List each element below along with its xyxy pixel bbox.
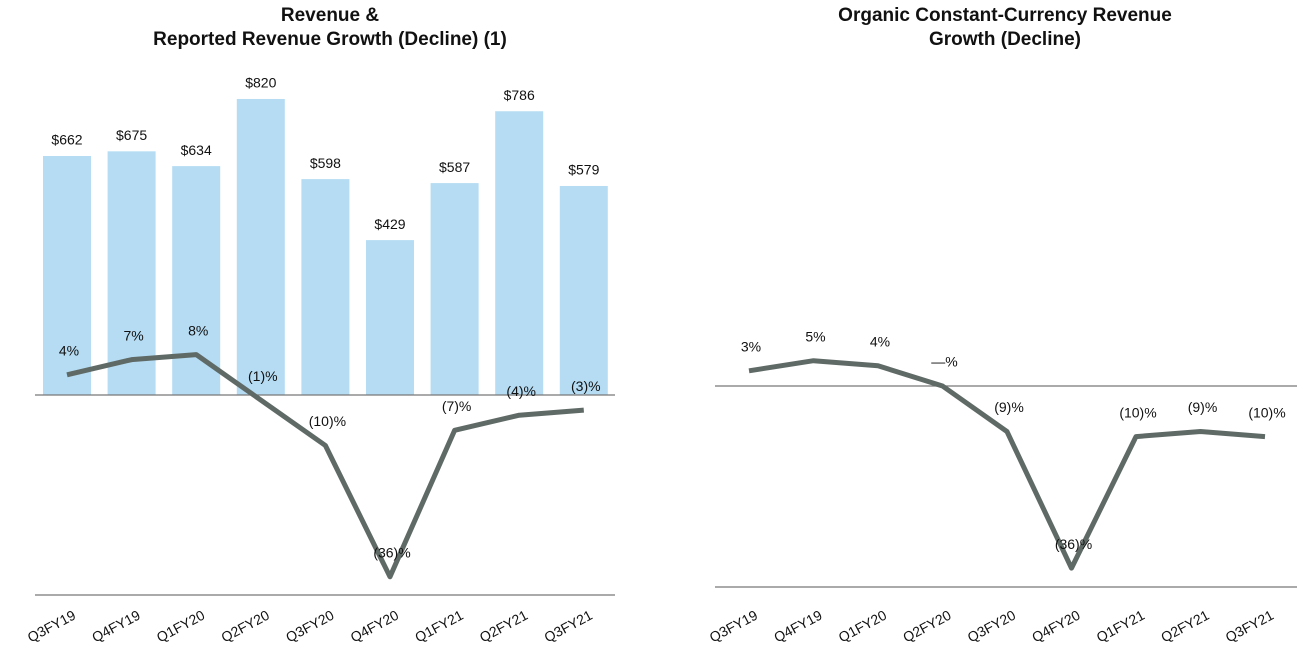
x-tick-label: Q2FY21 <box>477 607 531 646</box>
bar <box>301 179 350 395</box>
bar-value-label: $429 <box>374 216 405 232</box>
line-value-label: (4)% <box>506 383 536 399</box>
x-tick-label: Q3FY19 <box>25 607 79 646</box>
bar-value-label: $634 <box>181 142 212 158</box>
x-tick-label: Q3FY19 <box>707 607 761 646</box>
bar-value-label: $579 <box>568 162 599 178</box>
x-tick-label: Q1FY21 <box>412 607 466 646</box>
bar <box>366 240 414 395</box>
line-value-label: 5% <box>805 328 825 344</box>
bar <box>43 156 91 395</box>
x-tick-label: Q1FY20 <box>836 607 890 646</box>
x-tick-label: Q1FY21 <box>1094 607 1148 646</box>
bar-value-label: $786 <box>504 87 535 103</box>
bar-value-label: $598 <box>310 155 341 171</box>
x-tick-label: Q2FY21 <box>1158 607 1212 646</box>
bar <box>236 98 285 395</box>
line-value-label: (1)% <box>248 368 278 384</box>
line-value-label: (7)% <box>442 398 472 414</box>
x-tick-label: Q2FY20 <box>900 607 954 646</box>
line-value-label: (36)% <box>373 545 410 561</box>
line-value-label: 4% <box>59 343 79 359</box>
line-value-label: —% <box>931 354 957 370</box>
x-tick-label: Q4FY19 <box>89 607 143 646</box>
x-tick-label: Q1FY20 <box>154 607 208 646</box>
x-tick-label: Q3FY21 <box>1223 607 1277 646</box>
line-value-label: 3% <box>741 339 761 355</box>
bar <box>559 185 608 395</box>
bar <box>107 151 156 395</box>
x-tick-label: Q4FY20 <box>1029 607 1083 646</box>
line-value-label: (10)% <box>309 413 346 429</box>
x-tick-label: Q3FY20 <box>283 607 337 646</box>
bar <box>495 111 544 395</box>
chart-title: Organic Constant-Currency Revenue Growth… <box>838 5 1172 50</box>
line-value-label: (10)% <box>1119 404 1156 420</box>
line-value-label: 7% <box>123 327 143 343</box>
bar <box>430 183 479 395</box>
line-value-label: 8% <box>188 322 208 338</box>
bar <box>172 166 221 395</box>
bar-value-label: $587 <box>439 159 470 175</box>
bar-value-label: $662 <box>51 132 82 148</box>
x-tick-label: Q3FY20 <box>965 607 1019 646</box>
x-tick-label: Q4FY19 <box>771 607 825 646</box>
line-value-label: (10)% <box>1248 404 1285 420</box>
line <box>748 358 1266 571</box>
x-tick-label: Q4FY20 <box>348 607 402 646</box>
x-tick-label: Q2FY20 <box>218 607 272 646</box>
chart-title: Revenue & Reported Revenue Growth (Decli… <box>153 5 507 50</box>
line <box>66 352 584 580</box>
line-value-label: 4% <box>870 333 890 349</box>
line-value-label: (36)% <box>1055 536 1092 552</box>
bar-value-label: $820 <box>245 75 276 91</box>
bar-value-label: $675 <box>116 127 147 143</box>
line-value-label: (9)% <box>1188 399 1218 415</box>
x-tick-label: Q3FY21 <box>541 607 595 646</box>
line-value-label: (9)% <box>994 399 1024 415</box>
line-value-label: (3)% <box>571 378 601 394</box>
